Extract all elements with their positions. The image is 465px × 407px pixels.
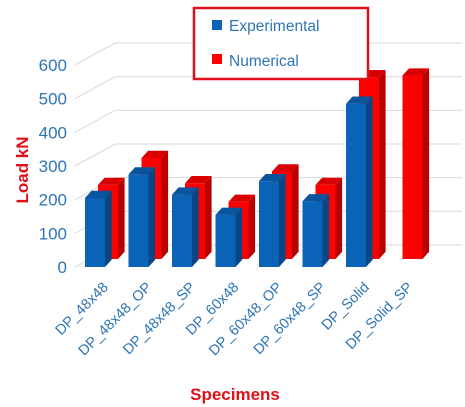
y-tick-label: 400 — [39, 123, 67, 142]
y-axis-title: Load kN — [13, 136, 32, 203]
bar-side — [422, 68, 430, 259]
bar-side — [192, 187, 199, 267]
y-tick-labels: 0 100 200 300 400 500 600 — [39, 56, 67, 277]
bar-side — [292, 164, 299, 259]
bar-side — [379, 70, 386, 259]
bar-top — [85, 190, 112, 198]
bar-experimental-dp_60x48 — [215, 207, 243, 267]
x-axis-title: Specimens — [190, 385, 280, 404]
bar-top — [272, 164, 299, 172]
legend-label-experimental: Experimental — [229, 18, 319, 35]
y-tick-label: 0 — [58, 258, 67, 277]
bar-experimental-dp_60x48_sp — [302, 194, 330, 267]
x-tick-labels: DP_48x48DP_48x48_OPDP_48x48_SPDP_60x48DP… — [53, 280, 417, 360]
bar-top — [128, 167, 156, 175]
bar-front — [302, 201, 323, 267]
bar-top — [346, 96, 373, 104]
bar-front — [128, 174, 149, 267]
bar-side — [205, 176, 212, 259]
bar-front — [172, 194, 192, 267]
bar-front — [215, 214, 236, 267]
y-tick-label: 600 — [39, 56, 67, 75]
bar-experimental-dp_48x48_sp — [172, 187, 199, 267]
legend-box — [192, 6, 370, 81]
bar-experimental-dp_48x48_op — [128, 167, 156, 267]
bar-side — [161, 150, 169, 259]
bar-top — [259, 173, 286, 182]
bar-front — [259, 181, 279, 267]
bar-top — [185, 176, 212, 184]
bar-top — [228, 194, 256, 202]
bar-side — [279, 173, 286, 267]
y-tick-label: 100 — [39, 224, 67, 243]
bar-side — [248, 194, 256, 259]
y-tick-label: 300 — [39, 157, 67, 176]
legend-label-numerical: Numerical — [229, 53, 299, 70]
bar-top — [302, 194, 330, 202]
bar-top — [172, 187, 199, 195]
legend-swatch-numerical — [212, 54, 222, 64]
bar-side — [148, 167, 156, 267]
bar-top — [315, 177, 343, 185]
bar-front — [85, 197, 105, 267]
bar-top — [402, 68, 430, 76]
bar-experimental-dp_60x48_op — [259, 173, 286, 267]
bar-experimental-dp_solid — [346, 96, 373, 268]
bar-side — [118, 177, 125, 259]
bar-side — [335, 177, 343, 259]
y-tick-label: 200 — [39, 191, 67, 210]
bar-top — [98, 177, 125, 185]
bar-top — [215, 207, 243, 215]
legend: Experimental Numerical — [192, 6, 370, 81]
bar-top — [141, 150, 169, 158]
bar-side — [105, 190, 112, 267]
y-tick-label: 500 — [39, 90, 67, 109]
bar-side — [235, 207, 243, 267]
bar-front — [346, 103, 366, 267]
legend-swatch-experimental — [212, 20, 222, 30]
bar-side — [366, 96, 373, 268]
bar-front — [402, 75, 423, 260]
bar-experimental-dp_48x48 — [85, 190, 112, 267]
bar-side — [322, 194, 330, 267]
bars — [85, 68, 430, 268]
bar-numerical-dp_solid_sp — [402, 68, 430, 260]
